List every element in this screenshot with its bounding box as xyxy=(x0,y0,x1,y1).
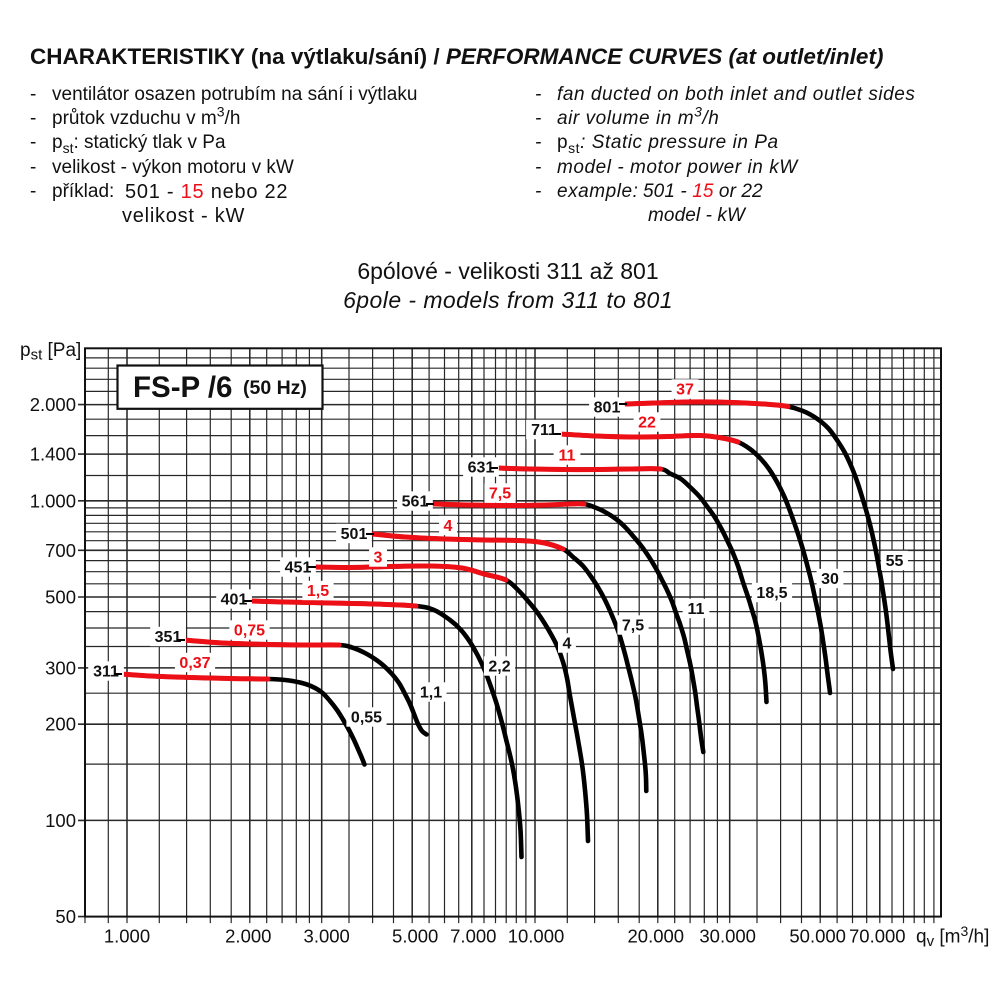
svg-text:37: 37 xyxy=(676,382,694,399)
svg-text:451: 451 xyxy=(285,560,312,577)
svg-text:1.000: 1.000 xyxy=(104,926,150,947)
svg-text:711: 711 xyxy=(531,422,557,439)
svg-text:18,5: 18,5 xyxy=(756,585,787,602)
svg-text:631: 631 xyxy=(468,460,495,477)
svg-text:4: 4 xyxy=(563,636,572,653)
svg-text:(50 Hz): (50 Hz) xyxy=(243,377,307,399)
svg-text:300: 300 xyxy=(45,657,76,678)
svg-text:pst [Pa]: pst [Pa] xyxy=(20,340,81,364)
svg-text:700: 700 xyxy=(45,540,76,561)
svg-text:501: 501 xyxy=(341,526,368,543)
svg-text:0,37: 0,37 xyxy=(179,655,210,672)
svg-text:1.000: 1.000 xyxy=(30,490,76,511)
svg-text:11: 11 xyxy=(559,448,576,465)
svg-text:FS-P /6: FS-P /6 xyxy=(133,371,232,404)
svg-text:1,5: 1,5 xyxy=(307,583,329,600)
svg-text:2,2: 2,2 xyxy=(488,659,510,676)
svg-text:7,5: 7,5 xyxy=(489,486,511,503)
svg-text:0,75: 0,75 xyxy=(234,623,265,640)
svg-text:311: 311 xyxy=(93,664,119,681)
svg-text:100: 100 xyxy=(45,810,76,831)
svg-text:3.000: 3.000 xyxy=(304,926,350,947)
svg-text:5.000: 5.000 xyxy=(392,926,438,947)
svg-text:20.000: 20.000 xyxy=(628,926,685,947)
svg-text:50: 50 xyxy=(55,906,76,927)
svg-text:2.000: 2.000 xyxy=(30,394,76,415)
svg-text:70.000: 70.000 xyxy=(849,926,906,947)
svg-text:801: 801 xyxy=(594,400,621,417)
svg-text:2.000: 2.000 xyxy=(225,926,271,947)
svg-text:30: 30 xyxy=(821,571,839,588)
svg-text:351: 351 xyxy=(155,629,182,646)
svg-text:401: 401 xyxy=(221,592,248,609)
svg-text:1.400: 1.400 xyxy=(30,444,76,465)
svg-text:11: 11 xyxy=(688,601,705,618)
svg-text:7.000: 7.000 xyxy=(450,926,496,947)
svg-text:561: 561 xyxy=(402,494,429,511)
svg-text:3: 3 xyxy=(374,550,383,567)
svg-text:0,55: 0,55 xyxy=(351,710,382,727)
svg-text:qv [m3/h]: qv [m3/h] xyxy=(916,923,989,950)
svg-text:1,1: 1,1 xyxy=(420,685,442,702)
svg-text:7,5: 7,5 xyxy=(622,618,644,635)
svg-text:4: 4 xyxy=(444,518,453,535)
svg-text:10.000: 10.000 xyxy=(508,926,565,947)
svg-text:22: 22 xyxy=(638,415,656,432)
svg-text:200: 200 xyxy=(45,714,76,735)
svg-text:500: 500 xyxy=(45,587,76,608)
svg-text:30.000: 30.000 xyxy=(699,926,756,947)
svg-text:55: 55 xyxy=(886,553,904,570)
svg-text:50.000: 50.000 xyxy=(789,926,846,947)
